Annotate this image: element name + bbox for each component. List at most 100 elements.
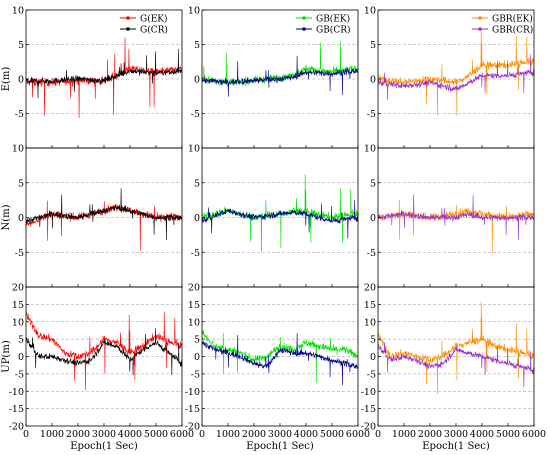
x-tick-label: 2000: [418, 429, 442, 440]
legend-marker: [126, 27, 130, 31]
x-tick-label: 3000: [268, 429, 292, 440]
x-tick-label: 0: [375, 429, 381, 440]
y-tick-label: 0: [18, 213, 24, 224]
y-tick-label: 10: [188, 6, 200, 17]
x-tick-label: 3000: [444, 429, 468, 440]
y-tick-label: 15: [12, 300, 24, 311]
y-tick-label: 10: [188, 317, 200, 328]
y-tick-label: 10: [364, 6, 376, 17]
y-tick-label: 10: [12, 144, 24, 155]
y-tick-label: 20: [364, 283, 376, 294]
x-tick-label: 5000: [320, 429, 344, 440]
y-tick-label: -15: [9, 404, 24, 415]
y-tick-label: -15: [185, 404, 200, 415]
y-tick-label: -10: [361, 387, 376, 398]
panel-e-1: 10 5 0 -5 G(EK)G(CR): [12, 6, 183, 149]
y-tick-label: 0: [18, 75, 24, 86]
y-tick-label: -5: [191, 248, 200, 259]
series-line-g-ek: [26, 311, 182, 391]
x-tick-label: 0: [23, 429, 29, 440]
x-tick-label: 2000: [242, 429, 266, 440]
y-tick-label: -5: [15, 369, 24, 380]
x-tick-label: 1000: [392, 429, 416, 440]
y-tick-label: 5: [18, 40, 24, 51]
x-tick-label: 6000: [522, 429, 546, 440]
series-line-gbr-cr: [378, 194, 534, 241]
y-tick-label: 10: [364, 317, 376, 328]
legend-marker: [126, 16, 130, 20]
legend-label: G(CR): [140, 25, 168, 36]
series-line-g-ek: [26, 37, 182, 119]
y-tick-label: 5: [18, 335, 24, 346]
y-tick-label: 10: [364, 144, 376, 155]
x-tick-label: 5000: [144, 429, 168, 440]
legend-label: GB(CR): [316, 25, 351, 36]
series-line-gbr-ek: [378, 28, 534, 117]
y-tick-label: -5: [367, 109, 376, 120]
y-tick-label: 5: [370, 178, 376, 189]
x-axis-label: Epoch(1 Sec): [422, 441, 490, 452]
y-tick-label: -10: [9, 387, 24, 398]
panel-n-3: 10 5 0 -5: [364, 144, 535, 288]
y-tick-label: 5: [194, 178, 200, 189]
series-line-gb-cr: [202, 199, 358, 239]
series-line-gbr-cr: [378, 342, 534, 388]
y-tick-label: 0: [18, 352, 24, 363]
panel-e-2: 10 5 0 -5 GB(EK)GB(CR): [188, 6, 359, 149]
y-tick-label: 5: [18, 178, 24, 189]
legend-label: GBR(EK): [492, 14, 533, 25]
y-axis-label: E(m): [1, 67, 12, 92]
series-line-gb-cr: [202, 333, 358, 386]
y-tick-label: -5: [191, 369, 200, 380]
y-tick-label: -5: [367, 248, 376, 259]
y-tick-label: 0: [370, 352, 376, 363]
y-tick-label: 5: [194, 40, 200, 51]
y-tick-label: 5: [370, 335, 376, 346]
x-tick-label: 0: [199, 429, 205, 440]
legend-label: GB(EK): [316, 14, 350, 25]
series-line-g-cr: [26, 327, 182, 376]
y-tick-label: 0: [194, 213, 200, 224]
legend-marker: [478, 16, 482, 20]
y-tick-label: -5: [367, 369, 376, 380]
x-tick-label: 2000: [66, 429, 90, 440]
y-axis-label: UP(m): [1, 340, 12, 373]
y-tick-label: 0: [370, 75, 376, 86]
y-tick-label: 10: [188, 144, 200, 155]
panel-n-1: 10 5 0 -5: [12, 144, 183, 288]
series-line-g-cr: [26, 188, 182, 241]
legend-marker: [478, 27, 482, 31]
y-tick-label: -10: [185, 387, 200, 398]
series-line-g-ek: [26, 200, 182, 251]
x-tick-label: 3000: [92, 429, 116, 440]
series-line-g-cr: [26, 48, 182, 99]
x-tick-label: 5000: [496, 429, 520, 440]
legend-marker: [302, 27, 306, 31]
panel-e-3: 10 5 0 -5 GBR(EK)GBR(CR): [364, 6, 535, 149]
legend-label: G(EK): [140, 14, 168, 25]
y-tick-label: 20: [188, 283, 200, 294]
x-tick-label: 6000: [346, 429, 370, 440]
y-tick-label: -5: [15, 109, 24, 120]
x-tick-label: 1000: [40, 429, 64, 440]
y-tick-label: 10: [12, 317, 24, 328]
legend-marker: [302, 16, 306, 20]
y-tick-label: 10: [12, 6, 24, 17]
y-tick-label: -20: [9, 422, 24, 433]
series-line-gb-cr: [202, 55, 358, 97]
y-axis-label: N(m): [1, 204, 12, 230]
series-line-gbr-ek: [378, 199, 534, 253]
x-tick-label: 4000: [294, 429, 318, 440]
y-tick-label: -20: [361, 422, 376, 433]
y-tick-label: 15: [188, 300, 200, 311]
y-tick-label: 5: [194, 335, 200, 346]
x-axis-label: Epoch(1 Sec): [246, 441, 314, 452]
x-tick-label: 6000: [170, 429, 194, 440]
y-tick-label: 20: [12, 283, 24, 294]
y-tick-label: -5: [191, 109, 200, 120]
y-tick-label: 0: [370, 213, 376, 224]
x-tick-label: 4000: [470, 429, 494, 440]
